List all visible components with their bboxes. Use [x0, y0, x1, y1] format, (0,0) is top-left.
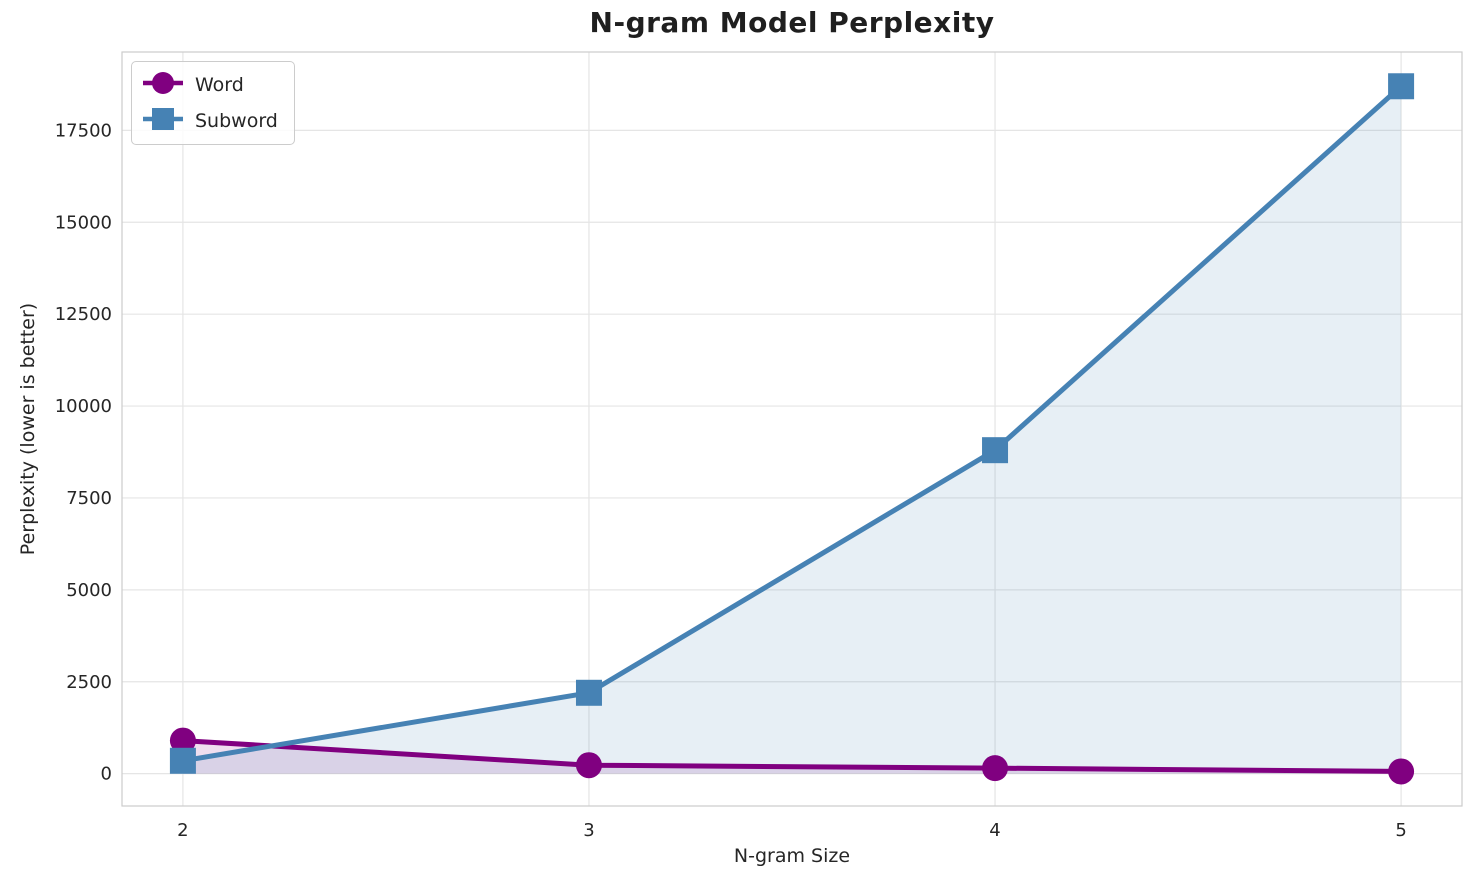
marker-subword: [982, 437, 1009, 464]
marker-word: [1388, 758, 1415, 785]
x-tick-label: 4: [989, 820, 1000, 841]
marker-subword: [169, 747, 196, 774]
x-tick-label: 5: [1395, 820, 1406, 841]
y-tick-label: 2500: [66, 672, 112, 693]
word-line-marker-icon: [141, 69, 185, 101]
plot-background: [122, 52, 1462, 806]
area-subword: [182, 86, 1402, 774]
legend-item-subword: Subword: [141, 105, 278, 137]
legend: Word Subword: [131, 61, 295, 145]
axes-spines: [121, 51, 1463, 807]
y-tick-label: 17500: [55, 120, 112, 141]
y-tick-label: 5000: [66, 580, 112, 601]
marker-subword: [1388, 73, 1415, 100]
x-tick-label: 3: [583, 820, 594, 841]
x-tick-label: 2: [177, 820, 188, 841]
y-axis-label: Perplexity (lower is better): [17, 302, 39, 556]
line-word: [180, 738, 1404, 774]
marker-subword: [575, 679, 602, 706]
legend-label-subword: Subword: [195, 110, 278, 132]
x-axis-label: N-gram Size: [733, 845, 851, 867]
y-tick-label: 7500: [66, 488, 112, 509]
marker-word: [169, 727, 196, 754]
subword-line-marker-icon: [141, 105, 185, 137]
chart-title: N-gram Model Perplexity: [589, 6, 995, 39]
line-subword: [180, 83, 1404, 764]
y-tick-label: 12500: [55, 304, 112, 325]
marker-word: [575, 752, 602, 779]
legend-item-word: Word: [141, 69, 278, 101]
y-tick-label: 15000: [55, 212, 112, 233]
y-tick-label: 10000: [55, 396, 112, 417]
y-tick-label: 0: [101, 764, 112, 785]
legend-label-word: Word: [195, 74, 244, 96]
area-word: [182, 740, 1402, 774]
marker-word: [982, 755, 1009, 782]
